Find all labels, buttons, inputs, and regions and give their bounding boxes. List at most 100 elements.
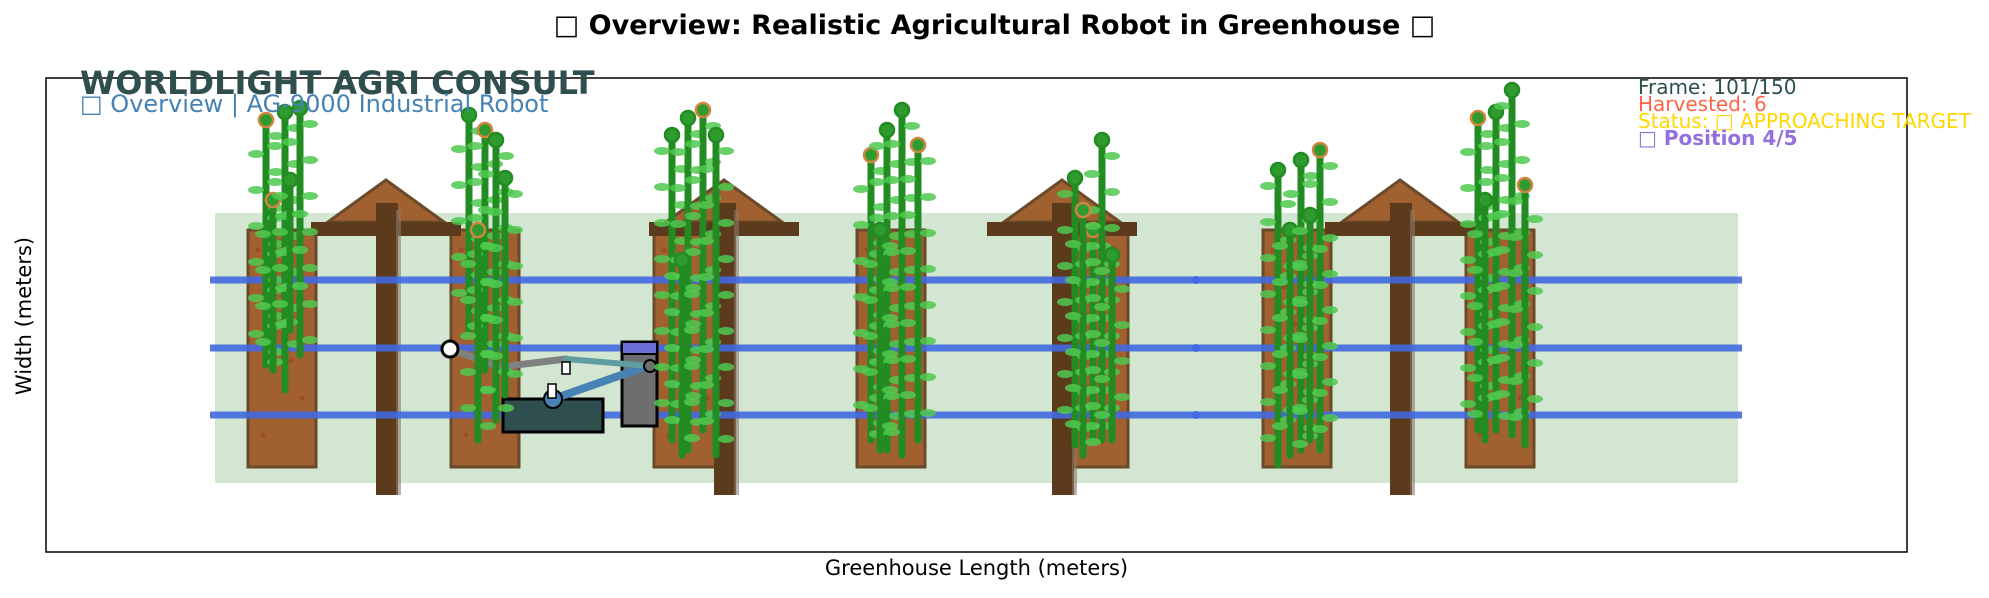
soil-speck <box>1517 395 1523 401</box>
plant-leaf <box>1322 378 1338 386</box>
plant-leaf <box>862 296 878 304</box>
plant-leaf <box>1085 294 1101 302</box>
plant-leaf <box>1094 303 1110 311</box>
plant-leaf <box>1057 262 1073 270</box>
plant-leaf <box>718 291 734 299</box>
figure-title: □ Overview: Realistic Agricultural Robot… <box>553 10 1436 41</box>
plant-leaf <box>302 264 318 272</box>
plant-leaf <box>685 248 701 256</box>
plant-leaf <box>1467 374 1483 382</box>
plant-leaf <box>272 300 288 308</box>
plant-leaf <box>1085 222 1101 230</box>
plant-leaf <box>451 253 467 261</box>
plant-leaf <box>498 152 514 160</box>
plant-leaf <box>1292 227 1308 235</box>
plant-leaf <box>467 142 483 150</box>
plant-leaf <box>900 283 916 291</box>
plant-fruit <box>1311 141 1329 159</box>
plant-leaf <box>1322 306 1338 314</box>
plant-leaf <box>1272 314 1288 322</box>
plant-leaf <box>1260 290 1276 298</box>
plant-leaf <box>654 363 670 371</box>
plant-leaf <box>1084 242 1100 250</box>
x-axis-label: Greenhouse Length (meters) <box>824 556 1129 580</box>
robot-gripper <box>440 339 460 359</box>
plant-leaf <box>654 147 670 155</box>
plant-leaf <box>900 211 916 219</box>
plant-leaf <box>900 355 916 363</box>
plant-leaf <box>267 142 283 150</box>
plant-leaf <box>1065 348 1081 356</box>
plant-leaf <box>1322 234 1338 242</box>
plant-leaf <box>1322 198 1338 206</box>
plant-leaf <box>282 138 298 146</box>
plant-leaf <box>1065 312 1081 320</box>
plant-fruit <box>663 126 681 144</box>
plant-fruit <box>460 106 478 124</box>
plant-leaf <box>900 175 916 183</box>
plant-leaf <box>718 327 734 335</box>
plant-leaf <box>718 435 734 443</box>
plant-leaf <box>882 242 898 250</box>
plant-leaf <box>698 201 714 209</box>
plant-leaf <box>1085 366 1101 374</box>
plant-leaf <box>1322 270 1338 278</box>
plant-leaf <box>685 176 701 184</box>
plant-leaf <box>1292 299 1308 307</box>
plant-leaf <box>302 336 318 344</box>
plant-fruit <box>862 146 880 164</box>
plant-fruit <box>893 101 911 119</box>
plant-leaf <box>268 132 284 140</box>
plant-leaf <box>467 178 483 186</box>
plant-fruit <box>878 121 896 139</box>
plant-leaf <box>718 147 734 155</box>
robot-arm-forearm <box>496 355 570 371</box>
plant-leaf <box>1260 362 1276 370</box>
plant-leaf <box>1094 411 1110 419</box>
plant-leaf <box>507 334 523 342</box>
plant-leaf <box>302 228 318 236</box>
post-shadow <box>396 210 401 495</box>
plant-leaf <box>1303 172 1319 180</box>
plant-leaf <box>1292 440 1308 448</box>
soil-speck <box>1292 321 1298 327</box>
plant-fruit <box>487 131 505 149</box>
plant-leaf <box>1467 410 1483 418</box>
plant-leaf <box>1292 335 1308 343</box>
plant-leaf <box>1280 200 1296 208</box>
plant-leaf <box>1507 233 1523 241</box>
plant-leaf <box>862 368 878 376</box>
plant-leaf <box>920 373 936 381</box>
frame-counter: Frame: 101/150 <box>1638 75 1797 99</box>
plant-leaf <box>664 416 680 424</box>
plant-leaf <box>654 219 670 227</box>
plant-leaf <box>1467 338 1483 346</box>
plant-leaf <box>1467 266 1483 274</box>
plant-leaf <box>1084 350 1100 358</box>
plant-fruit <box>694 101 712 119</box>
plant-leaf <box>698 345 714 353</box>
plant-leaf <box>480 242 496 250</box>
soil-speck <box>255 247 261 253</box>
plant-leaf <box>451 289 467 297</box>
plant-leaf <box>1507 377 1523 385</box>
plant-leaf <box>1460 292 1476 300</box>
plant-leaf <box>1292 407 1308 415</box>
plant-leaf <box>460 404 476 412</box>
plant-leaf <box>1057 298 1073 306</box>
plant-leaf <box>684 326 700 334</box>
plant-leaf <box>1260 254 1276 262</box>
plant-leaf <box>882 350 898 358</box>
rail-marker <box>1192 344 1200 352</box>
plant-leaf <box>1085 402 1101 410</box>
plant-fruit <box>1269 161 1287 179</box>
plant-leaf <box>1260 182 1276 190</box>
plant-leaf <box>292 246 308 254</box>
plant-leaf <box>900 247 916 255</box>
plant-leaf <box>1057 334 1073 342</box>
plant-fruit <box>257 111 275 129</box>
soil-speck <box>458 247 464 253</box>
plant-leaf <box>685 140 701 148</box>
plant-leaf <box>920 229 936 237</box>
